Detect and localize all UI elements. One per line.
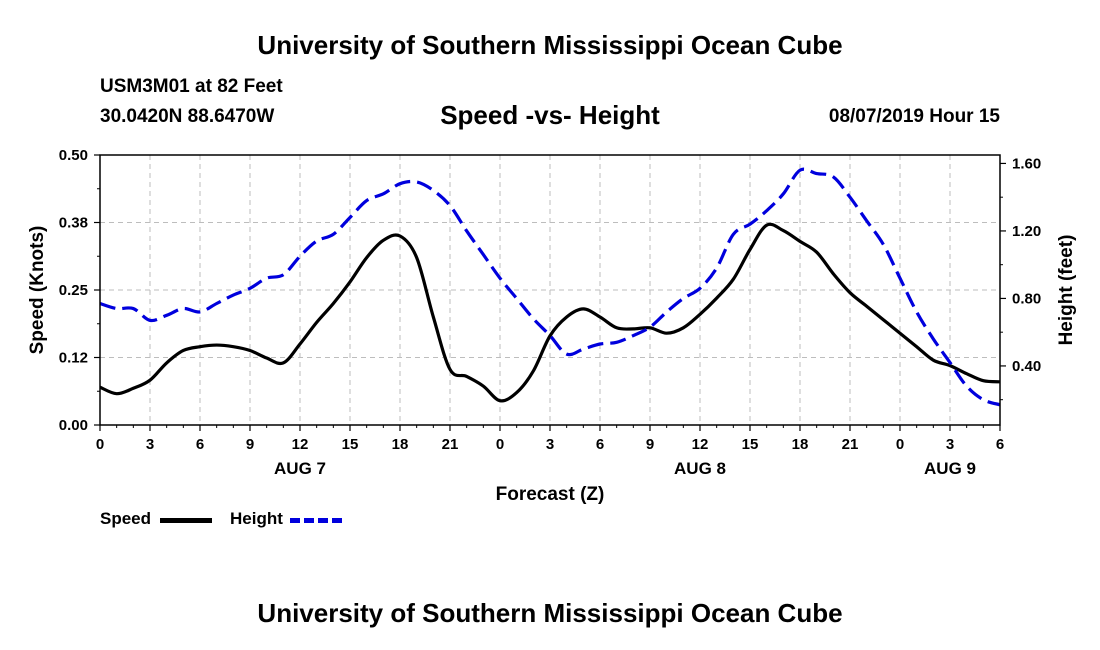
- axes: 0 3 6 9 12 15 18 21 0 3 6 9 12 15 18 21 0 3 6 AUG 7 AUG 8 AUG…: [59, 147, 1041, 478]
- legend-height-swatch: [290, 518, 342, 523]
- x-tick-label: 12: [292, 436, 309, 453]
- left-y-tick-label: 0.25: [59, 282, 88, 299]
- left-y-tick-label: 0.50: [59, 147, 88, 164]
- x-tick-label: 3: [546, 436, 554, 453]
- x-tick-label: 0: [496, 436, 504, 453]
- legend-speed-label: Speed: [100, 509, 152, 528]
- right-y-tick-label: 1.60: [1012, 155, 1041, 172]
- footer-title: University of Southern Mississippi Ocean…: [257, 598, 843, 628]
- right-y-tick-label: 0.40: [1012, 358, 1041, 375]
- x-tick-label: 21: [842, 436, 859, 453]
- forecast-datetime: 08/07/2019 Hour 15: [828, 106, 1000, 127]
- x-tick-label: 3: [146, 436, 154, 453]
- x-tick-label: 0: [96, 436, 104, 453]
- x-tick-label: 6: [596, 436, 604, 453]
- left-y-tick-label: 0.38: [59, 215, 88, 232]
- x-tick-label: 15: [342, 436, 359, 453]
- x-tick-label: 6: [196, 436, 204, 453]
- x-tick-label: 0: [896, 436, 904, 453]
- x-tick-label: 18: [792, 436, 809, 453]
- x-day-label: AUG 8: [674, 459, 726, 478]
- station-name: USM3M01 at 82 Feet: [100, 76, 283, 97]
- right-y-tick-label: 0.80: [1012, 290, 1041, 307]
- x-tick-label: 21: [442, 436, 459, 453]
- x-day-label: AUG 9: [924, 459, 976, 478]
- x-tick-label: 3: [946, 436, 954, 453]
- x-tick-label: 9: [246, 436, 254, 453]
- right-axis-title: Height (feet): [1056, 235, 1077, 346]
- legend-speed-swatch: [160, 518, 212, 523]
- left-y-tick-label: 0.12: [59, 350, 88, 367]
- x-tick-label: 12: [692, 436, 709, 453]
- series-lines: [99, 167, 1001, 407]
- station-coordinates: 30.0420N 88.6470W: [100, 106, 275, 127]
- left-y-tick-label: 0.00: [59, 417, 88, 434]
- grid-lines: [100, 155, 1000, 425]
- series-speed-line: [99, 222, 1001, 403]
- chart-title: Speed -vs- Height: [440, 100, 660, 130]
- page-title: University of Southern Mississippi Ocean…: [257, 30, 843, 60]
- x-tick-label: 6: [996, 436, 1004, 453]
- x-day-label: AUG 7: [274, 459, 326, 478]
- x-tick-label: 9: [646, 436, 654, 453]
- x-tick-label: 18: [392, 436, 409, 453]
- x-tick-label: 15: [742, 436, 759, 453]
- right-y-tick-label: 1.20: [1012, 223, 1041, 240]
- legend-height-label: Height: [230, 509, 283, 528]
- x-axis-title: Forecast (Z): [496, 484, 605, 505]
- series-height-line: [99, 167, 1001, 407]
- left-axis-title: Speed (Knots): [27, 226, 48, 355]
